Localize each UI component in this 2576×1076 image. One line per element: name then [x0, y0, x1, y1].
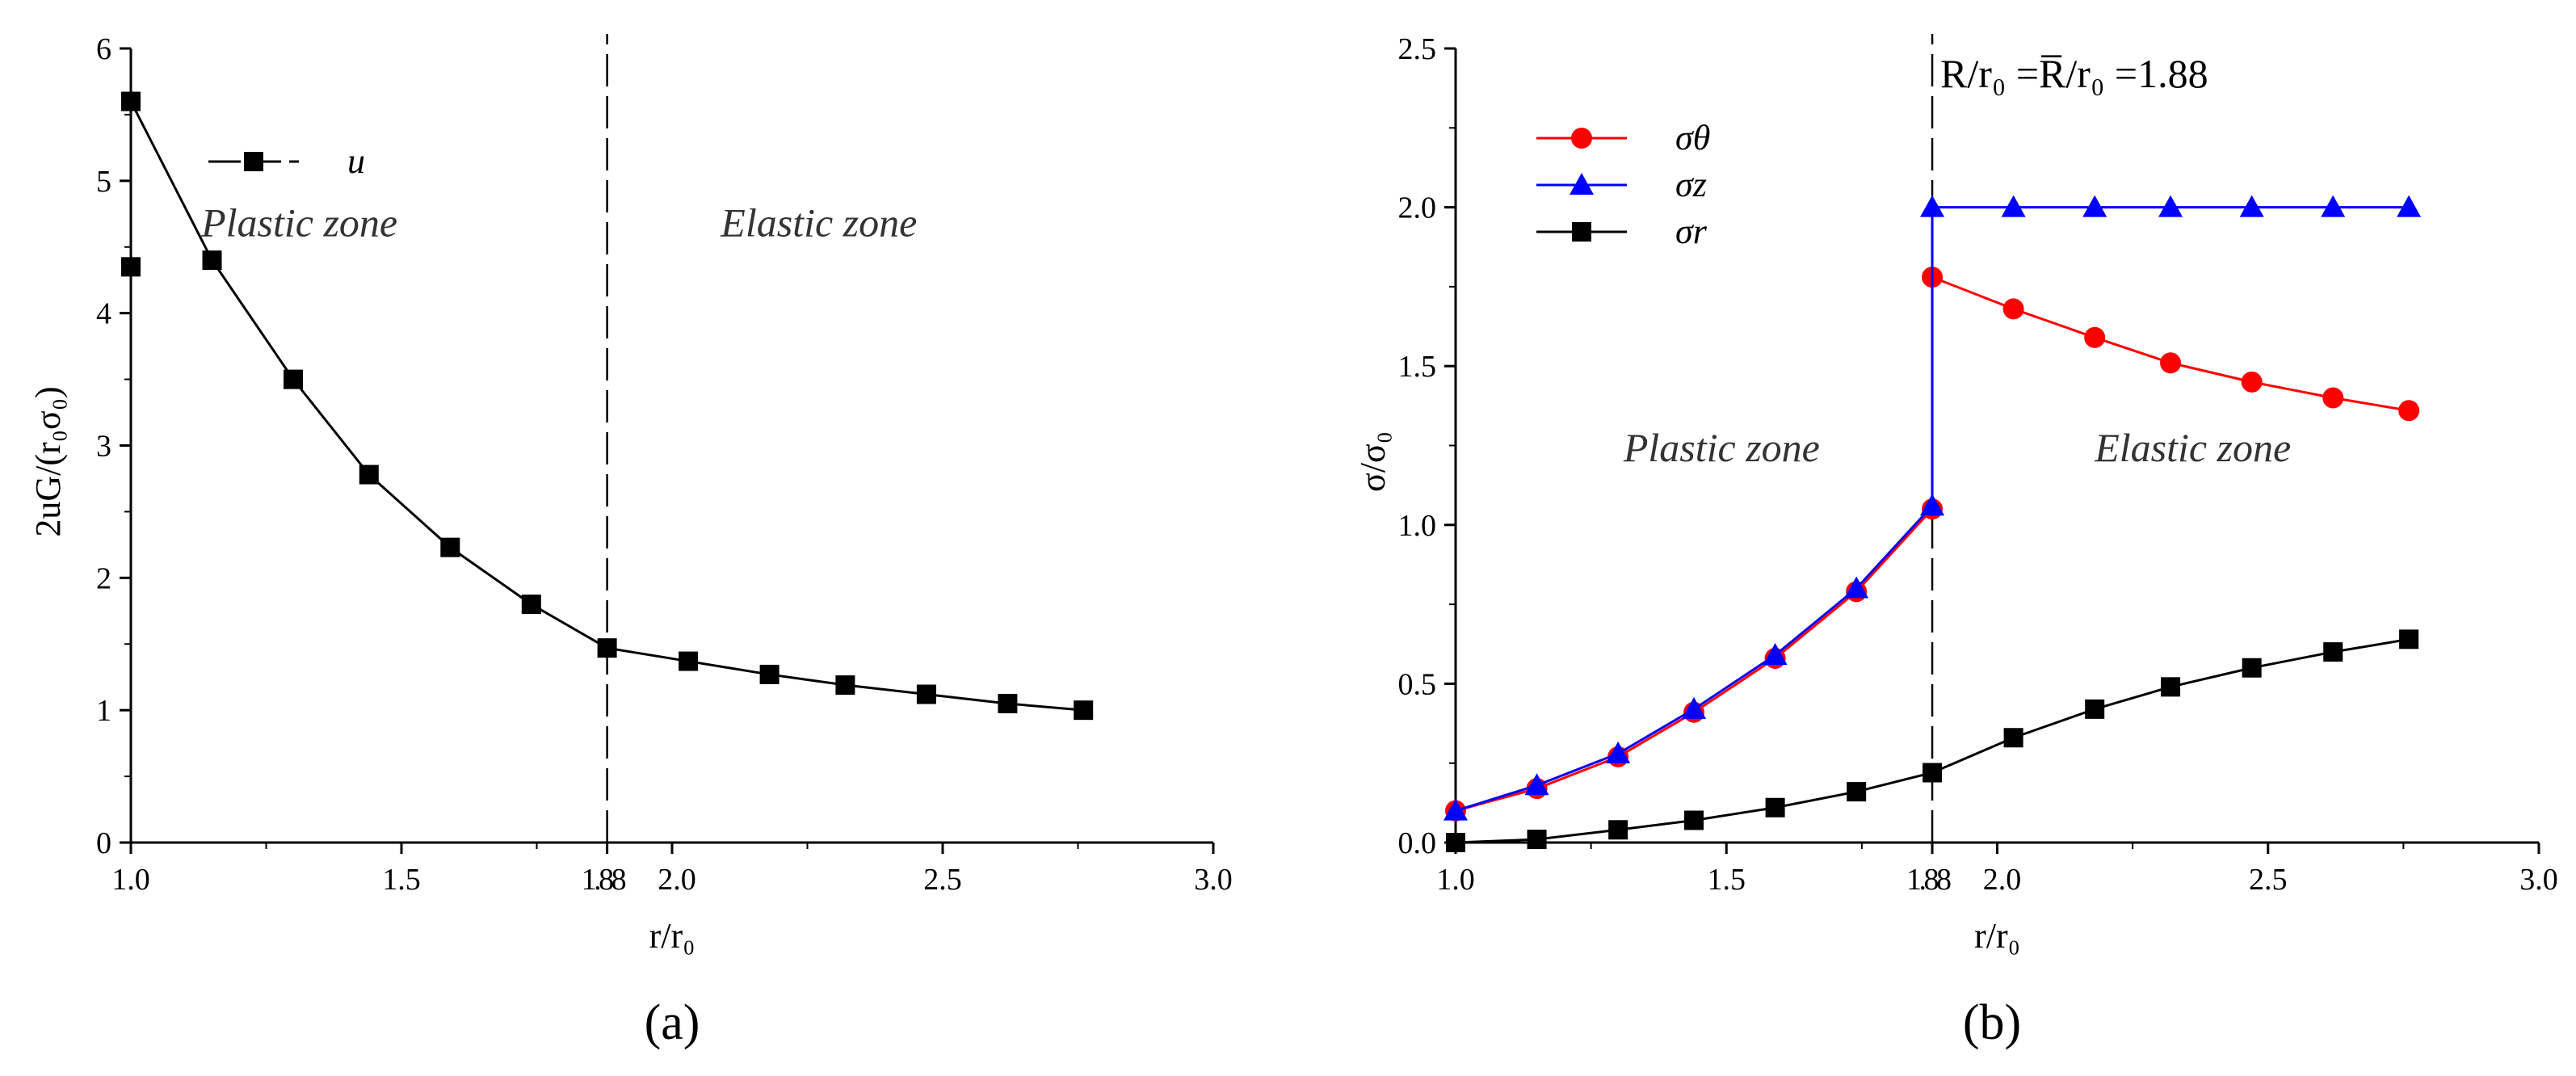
- data-point: [759, 664, 780, 684]
- x-tick-label: 3.0: [2519, 863, 2558, 897]
- data-point: [1682, 696, 1707, 719]
- legend-label: σz: [1675, 165, 1707, 204]
- data-point: [121, 91, 141, 111]
- series-triangle: [1443, 195, 2422, 821]
- legend-marker: [1571, 128, 1592, 149]
- y-tick-label: 2.0: [1398, 191, 1437, 225]
- y-tick-label: 0.5: [1398, 667, 1437, 701]
- data-point: [916, 684, 936, 704]
- data-point: [2003, 728, 2023, 748]
- legend-marker: [1570, 173, 1594, 195]
- x-tick-label: 2.5: [923, 863, 962, 897]
- x-tick-label: 1.0: [111, 863, 150, 897]
- data-point: [2399, 629, 2419, 649]
- data-point: [284, 369, 303, 389]
- data-point: [121, 257, 141, 277]
- series-square: [1446, 629, 2419, 852]
- series-line: [1455, 206, 2410, 813]
- data-point: [1920, 494, 1945, 516]
- y-axis-title: σ/σ₀: [1353, 431, 1393, 492]
- data-point: [2084, 326, 2106, 348]
- data-point: [2082, 195, 2107, 217]
- data-point: [2160, 352, 2182, 374]
- y-tick-label: 4: [96, 297, 111, 331]
- y-tick-label: 3: [96, 430, 111, 464]
- data-point: [2239, 195, 2264, 217]
- y-tick-label: 5: [96, 165, 111, 199]
- x-tick-label: 2.0: [658, 863, 696, 897]
- data-point: [679, 651, 699, 671]
- panel-a: 1.0 1.5 1.88 2.0 2.5 3.0 0 1 2 3 4 5 6 r/r₀ 2uG/(r₀σ₀)…: [28, 32, 1233, 1050]
- data-point: [2398, 400, 2420, 422]
- y-tick-label: 1.5: [1398, 350, 1437, 384]
- data-point: [2158, 195, 2183, 217]
- data-point: [1847, 782, 1867, 802]
- y-tick-label: 0.0: [1398, 826, 1437, 860]
- data-point: [521, 595, 541, 615]
- data-point: [1527, 830, 1547, 850]
- data-point: [1763, 643, 1788, 666]
- y-tick-label: 6: [96, 32, 111, 66]
- y-axis-title: 2uG/(r₀σ₀): [28, 386, 68, 536]
- data-point: [1923, 763, 1943, 783]
- y-tick-label: 1.0: [1398, 509, 1437, 543]
- panel-b: 1.0 1.5 1.88 2.0 2.5 3.0 0.0 0.5 1.0 1.5 2.0 2.5 r/r…: [1353, 32, 2558, 1050]
- data-point: [1608, 820, 1628, 840]
- plastic-zone-label: Plastic zone: [200, 200, 397, 246]
- boundary-annotation: R/r₀ =R̅/r₀ =1.88: [1940, 51, 2208, 96]
- x-tick-label: 1.5: [1708, 863, 1746, 897]
- data-point: [2001, 195, 2026, 217]
- legend-label: σr: [1675, 212, 1708, 251]
- legend-marker: [1572, 222, 1591, 242]
- data-point: [1443, 798, 1468, 821]
- x-tick-label: 1.0: [1436, 863, 1475, 897]
- data-point: [1765, 797, 1785, 818]
- data-point: [2242, 658, 2262, 678]
- data-point: [359, 464, 379, 485]
- data-point: [2322, 387, 2344, 409]
- data-point: [2397, 195, 2422, 217]
- data-point: [2321, 195, 2346, 217]
- data-point: [1920, 195, 1945, 217]
- legend-marker: [244, 152, 263, 171]
- data-point: [1606, 741, 1631, 763]
- data-point: [1684, 810, 1704, 830]
- data-point: [2161, 677, 2181, 697]
- data-point: [440, 537, 460, 557]
- data-point: [1524, 773, 1549, 796]
- y-tick-label: 0: [96, 826, 111, 860]
- x-tick-label: 1.88: [1906, 863, 1952, 897]
- x-axis-title: r/r₀: [1974, 916, 2020, 956]
- data-point: [1844, 576, 1869, 599]
- panel-label: (a): [645, 995, 700, 1050]
- elastic-zone-label: Elastic zone: [2094, 425, 2291, 470]
- legend-label: σθ: [1675, 118, 1710, 158]
- data-point: [2323, 642, 2343, 662]
- data-point: [1074, 700, 1094, 721]
- legend-label: u: [347, 141, 365, 181]
- y-tick-label: 2: [96, 561, 111, 595]
- data-point: [835, 675, 855, 696]
- x-tick-label: 1.5: [382, 863, 421, 897]
- data-point: [1446, 833, 1465, 852]
- data-point: [2085, 699, 2105, 719]
- panel-label: (b): [1963, 995, 2021, 1050]
- data-point: [2241, 371, 2263, 393]
- data-point: [597, 638, 617, 658]
- x-tick-label: 1.88: [582, 863, 627, 897]
- x-axis-title: r/r₀: [649, 916, 695, 956]
- x-tick-label: 2.5: [2249, 863, 2288, 897]
- data-point: [2002, 298, 2024, 320]
- series-line: [129, 100, 1084, 712]
- series-square: [121, 91, 1094, 721]
- plastic-zone-label: Plastic zone: [1623, 425, 1820, 470]
- y-tick-label: 2.5: [1398, 32, 1437, 66]
- data-point: [202, 250, 222, 271]
- x-tick-label: 2.0: [1983, 863, 2022, 897]
- y-tick-label: 1: [96, 694, 111, 728]
- x-tick-label: 3.0: [1194, 863, 1233, 897]
- data-point: [998, 693, 1018, 713]
- elastic-zone-label: Elastic zone: [720, 200, 917, 246]
